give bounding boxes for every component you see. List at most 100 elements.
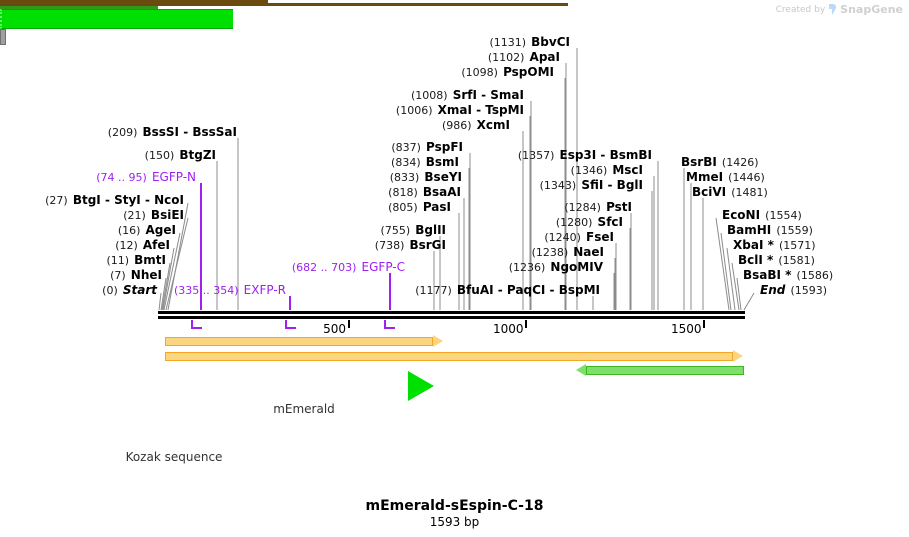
enzyme-label-econi: EcoNI (1554) [722,208,802,222]
enzyme-name: BseYI [424,170,462,184]
enzyme-name: AgeI [145,223,176,237]
enzyme-separator: - [179,125,193,139]
enzyme-name: BtgZI [179,148,216,162]
enzyme-position: (11) [106,254,130,267]
enzyme-name: XcmI [476,118,510,132]
enzyme-position: (1280) [555,216,593,229]
enzyme-name: BamHI [727,223,772,237]
plasmid-length: 1593 bp [429,515,480,529]
kozak-marker [0,29,6,45]
enzyme-name: AfeI [142,238,170,252]
enzyme-label-pasi: (805) PasI [0,200,451,214]
enzyme-star: * [763,238,774,252]
enzyme-label-nhei: (7) NheI [0,268,162,282]
feature-label-exfp-r: (335 .. 354) EXFP-R [0,283,286,297]
enzyme-position: (805) [388,201,418,214]
enzyme-position: (12) [115,239,138,252]
enzyme-label-psti: (1284) PstI [0,200,632,214]
enzyme-position: (209) [107,126,138,139]
enzyme-position: (1236) [508,261,546,274]
feature-bracket-egfp-c [384,320,395,329]
track-arrow-orf-1 [165,337,433,346]
enzyme-name: BsaAI [422,185,461,199]
enzyme-position: (1177) [415,284,452,297]
track-arrow-orf-3 [586,366,744,375]
enzyme-name: BciVI [692,185,727,199]
enzyme-name: XmaI [437,103,472,117]
enzyme-name: SfiI [581,178,604,192]
enzyme-name: BsmI [425,155,459,169]
track-arrow-head-orf-1 [433,335,443,347]
track-arrow-head-orf-3 [576,364,586,376]
enzyme-position: (1098) [461,66,498,79]
enzyme-position: (1102) [487,51,525,64]
enzyme-label-afei: (12) AfeI [0,238,170,252]
feature-label-egfp-n: (74 .. 95) EGFP-N [0,170,196,184]
feature-name: EXFP-R [243,283,286,297]
enzyme-name: SrfI [452,88,477,102]
enzyme-name: BfuAI [456,283,494,297]
enzyme-name: BsiEI [150,208,184,222]
enzyme-separator: - [100,193,115,207]
enzyme-label-bsrgi: (738) BsrGI [0,238,446,252]
enzyme-position: (1581) [778,254,815,267]
enzyme-position: (1238) [531,246,569,259]
enzyme-position: (7) [110,269,126,282]
enzyme-separator: - [545,283,559,297]
enzyme-name: BsmBI [609,148,652,162]
enzyme-position: (1284) [564,201,601,214]
enzyme-label-bsabi: BsaBI * (1586) [743,268,833,282]
enzyme-position: (833) [389,171,420,184]
enzyme-separator: - [603,178,617,192]
enzyme-name: Esp3I [559,148,597,162]
enzyme-label-bsrbi: BsrBI (1426) [681,155,759,169]
track-arrow-core-orf-1 [0,0,268,3]
enzyme-label-pspomi: (1098) PspOMI [0,65,554,79]
watermark-created-by: Created by [775,4,826,15]
enzyme-position: (1008) [411,89,448,102]
enzyme-position: (818) [388,186,418,199]
enzyme-position: (1426) [721,156,759,169]
enzyme-position: (986) [441,119,472,132]
enzyme-name: BtgI [72,193,101,207]
enzyme-label-bsaai: (818) BsaAI [0,185,461,199]
enzyme-name: BssSI [142,125,180,139]
enzyme-label-bglii: (755) BglII [0,223,446,237]
enzyme-position: (1446) [728,171,765,184]
feature-bracket-egfp-n [191,320,202,329]
enzyme-position: (150) [144,149,175,162]
enzyme-name: NaeI [573,245,604,259]
track-arrow-orf-2 [165,352,733,361]
track-arrow-head-orf-2 [733,350,743,362]
enzyme-position: (27) [45,194,68,207]
feature-label-egfp-c: (682 .. 703) EGFP-C [0,260,405,274]
feature-name: EGFP-N [151,170,196,184]
enzyme-name: BglI [616,178,643,192]
enzyme-position: (755) [380,224,411,237]
enzyme-separator: - [476,88,491,102]
enzyme-label-xmai: (1006) XmaI - TspMI [0,103,524,117]
enzyme-position: (1131) [489,36,527,49]
enzyme-name: NheI [130,268,162,282]
feature-bracket-exfp-r [285,320,296,329]
track-arrow-core-orf-3 [0,6,158,9]
gene-arrow-mEmerald [0,9,233,29]
enzyme-label-bamhi: BamHI (1559) [727,223,813,237]
enzyme-name: PasI [422,200,451,214]
enzyme-position: (1481) [731,186,768,199]
enzyme-label-pspfi: (837) PspFI [0,140,463,154]
enzyme-label-xbai: XbaI * (1571) [733,238,816,252]
enzyme-separator: - [493,283,507,297]
enzyme-position: (1593) [790,284,828,297]
enzyme-name: BssSaI [192,125,237,139]
enzyme-label-bbvci: (1131) BbvCI [0,35,570,49]
enzyme-name: EcoNI [722,208,761,222]
enzyme-name: PspFI [426,140,463,154]
enzyme-label-mmei: MmeI (1446) [686,170,765,184]
enzyme-name: XbaI [733,238,764,252]
enzyme-position: (1571) [778,239,816,252]
terminus-label: Start [122,283,157,297]
enzyme-name: SmaI [490,88,524,102]
enzyme-position: (1240) [544,231,581,244]
enzyme-name: PspOMI [503,65,554,79]
